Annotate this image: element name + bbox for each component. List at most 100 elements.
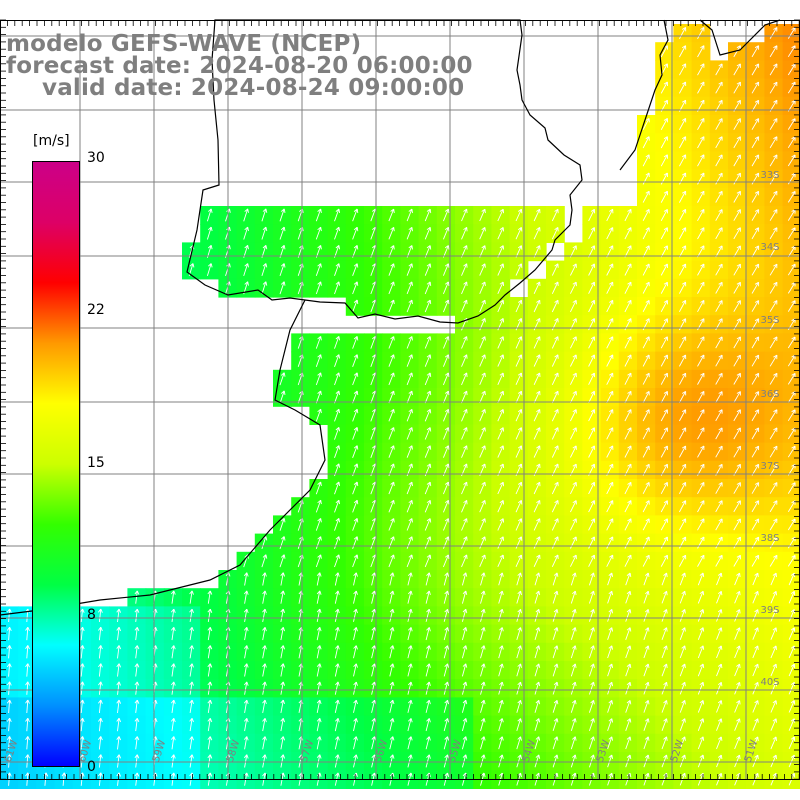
wind-arrow [406,299,413,313]
wind-arrow [424,336,432,349]
wind-arrow [715,336,723,349]
wind-arrow [243,263,249,277]
wind-arrow [315,354,322,367]
wind-arrow [334,336,341,349]
wind-arrow [406,372,413,386]
wind-arrow [697,209,705,222]
wind-arrow [334,281,341,295]
wind-arrow [769,300,778,312]
wind-arrow [679,281,687,294]
wind-arrow [679,63,687,76]
wind-arrow [497,281,505,294]
wind-arrow [660,190,668,203]
wind-arrow [479,372,486,385]
wind-arrow [515,372,523,385]
wind-arrow [515,208,523,222]
wind-arrow [697,245,705,258]
wind-arrow [769,336,778,349]
wind-arrow [697,281,705,294]
wind-arrow [642,227,650,240]
wind-arrow [569,245,577,258]
wind-arrow [751,336,760,349]
wind-arrow [243,226,249,240]
wind-arrow [515,299,523,313]
colorbar [32,161,80,767]
wind-arrow [624,299,632,313]
wind-arrow [588,354,596,367]
wind-arrow [751,136,760,149]
wind-arrow [352,281,359,295]
wind-arrow [442,336,450,349]
wind-arrow [588,208,596,222]
wind-arrow [424,354,432,367]
wind-arrow [461,299,468,313]
wind-arrow [406,336,413,349]
wind-arrow [733,136,741,149]
colorbar-tick-22: 22 [87,302,105,318]
lat-label: 35S [760,315,779,326]
lat-label: 37S [760,461,779,472]
wind-arrow [624,208,632,222]
wind-arrow [769,154,778,167]
wind-arrow [733,209,741,221]
wind-arrow [660,136,668,149]
wind-arrow [660,227,668,240]
wind-arrow [515,263,523,276]
wind-arrow [388,372,395,386]
wind-arrow [388,208,395,222]
wind-arrow [606,354,614,367]
wind-arrow [660,263,668,276]
wind-arrow [406,281,413,295]
wind-arrow [679,354,687,367]
wind-arrow [551,208,559,222]
wind-arrow [787,27,796,39]
wind-arrow [624,336,632,349]
lat-label: 36S [760,389,779,400]
wind-arrow [715,227,723,240]
wind-arrow [334,372,341,386]
wind-arrow [733,372,741,385]
wind-arrow [424,372,432,386]
wind-arrow [206,263,213,277]
wind-arrow [533,227,541,240]
wind-arrow [679,190,687,203]
wind-arrow [715,281,723,294]
wind-arrow [261,263,268,277]
wind-arrow [424,299,432,313]
wind-arrow [679,372,687,385]
wind-arrow [660,354,668,367]
wind-arrow [642,336,650,349]
wind-arrow [588,263,596,276]
wind-arrow [769,209,778,221]
wind-arrow [388,354,395,367]
wind-arrow [787,300,796,312]
wind-arrow [660,372,668,385]
wind-arrow [424,226,432,240]
wind-arrow [388,281,395,295]
wind-arrow [352,226,359,240]
wind-arrow [715,118,723,130]
wind-arrow [551,372,559,385]
wind-arrow [352,208,359,222]
wind-arrow [769,118,778,130]
wind-arrow [352,263,359,276]
wind-arrow [679,245,687,258]
wind-arrow [334,354,341,367]
wind-arrow [751,118,760,130]
wind-arrow [624,372,632,385]
wind-arrow [787,191,796,203]
wind-arrow [551,354,559,367]
wind-arrow [697,118,705,131]
wind-arrow [424,263,432,276]
wind-arrow [769,63,778,76]
wind-arrow [697,300,705,313]
wind-arrow [697,136,705,149]
wind-arrow [697,190,705,203]
wind-arrow [442,372,450,386]
wind-arrow [588,245,596,258]
wind-arrow [588,336,596,349]
wind-arrow [606,263,614,276]
wind-arrow [751,263,760,276]
wind-arrow [206,208,213,222]
wind-arrow [660,300,668,313]
